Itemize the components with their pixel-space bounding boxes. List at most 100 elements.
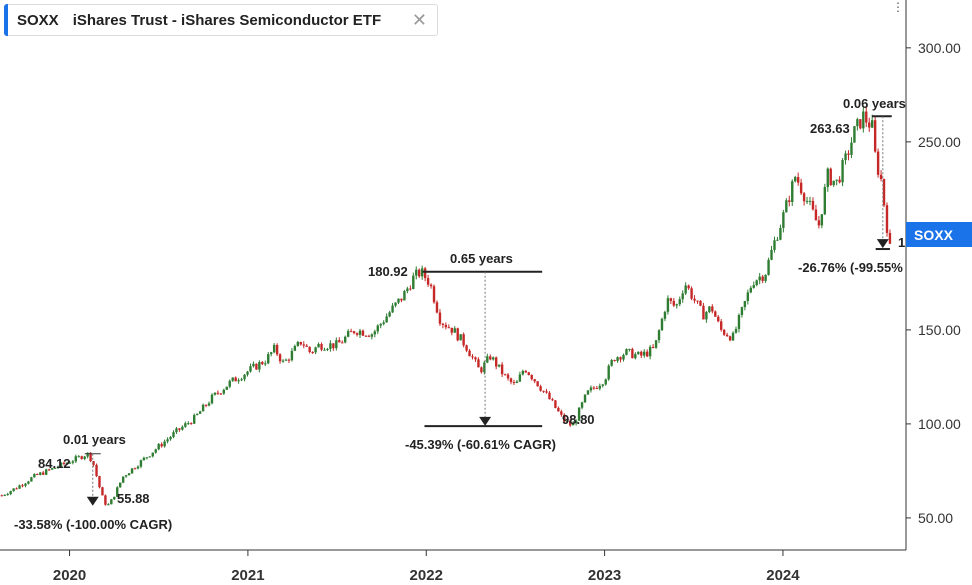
candle-body xyxy=(385,316,388,323)
measure-span-label: 0.01 years xyxy=(63,432,126,447)
candle-body xyxy=(811,200,815,210)
candle-body xyxy=(702,305,705,320)
candle-body xyxy=(204,404,208,406)
candle-body xyxy=(193,414,196,424)
candle-body xyxy=(133,468,137,470)
candle-body xyxy=(536,381,539,387)
candle-body xyxy=(6,494,9,496)
close-icon[interactable]: ✕ xyxy=(411,10,427,30)
measure-annotations: 0.01 years 84.12 55.88 -33.58% (-100.00% CA… xyxy=(14,96,906,532)
candle-body xyxy=(127,473,131,476)
candle-body xyxy=(379,323,382,326)
candle-body xyxy=(394,302,397,306)
candle-body xyxy=(865,111,868,123)
candle-body xyxy=(758,276,761,281)
candle-body xyxy=(335,340,338,349)
candle-body xyxy=(412,275,415,289)
candle-body xyxy=(65,462,69,464)
measure-high-label: 263.63 xyxy=(810,121,850,136)
candle-body xyxy=(80,456,83,459)
candle-body xyxy=(643,351,646,356)
candle-body xyxy=(705,312,708,320)
candle-body xyxy=(95,464,98,477)
y-tick-label: 50.00 xyxy=(918,510,953,526)
candle-body xyxy=(317,343,320,348)
symbol-ticker: SOXX xyxy=(17,11,59,29)
candle-body xyxy=(104,495,107,505)
candle-body xyxy=(39,472,42,475)
candle-body xyxy=(71,461,75,463)
candle-body xyxy=(782,212,785,228)
candle-body xyxy=(264,363,267,365)
candle-body xyxy=(400,298,403,301)
candle-body xyxy=(802,193,806,202)
candle-body xyxy=(27,481,30,484)
candle-body xyxy=(749,287,753,293)
candle-body xyxy=(308,346,311,352)
y-tick-label: 150.00 xyxy=(918,322,961,338)
candle-body xyxy=(678,299,681,305)
candle-body xyxy=(770,249,773,260)
candle-body xyxy=(539,386,542,391)
candle-body xyxy=(779,227,782,240)
candle-body xyxy=(24,483,27,486)
candle-body xyxy=(258,362,261,370)
candle-body xyxy=(367,335,371,337)
candle-body xyxy=(711,306,714,312)
candle-body xyxy=(761,276,764,281)
price-tag: SOXX xyxy=(906,222,972,247)
candle-body xyxy=(110,499,113,505)
candle-body xyxy=(59,462,63,467)
candle-body xyxy=(560,411,563,415)
price-tag-bg xyxy=(906,222,972,247)
title-accent-bar xyxy=(4,4,8,36)
candle-body xyxy=(86,452,89,457)
candle-body xyxy=(868,122,871,128)
candle-body xyxy=(492,357,495,360)
candle-body xyxy=(613,360,616,362)
candle-body xyxy=(33,473,36,478)
candle-body xyxy=(699,300,702,306)
candle-body xyxy=(275,344,279,355)
candle-body xyxy=(299,341,302,345)
candle-body xyxy=(503,374,507,376)
menu-dots-icon[interactable]: ⋮ xyxy=(892,0,904,14)
candle-body xyxy=(577,407,581,421)
candle-body xyxy=(213,392,217,395)
candle-body xyxy=(622,354,625,360)
candle-body xyxy=(625,349,628,355)
candle-body xyxy=(187,423,190,425)
candle-body xyxy=(515,381,519,384)
candle-body xyxy=(338,340,341,343)
candle-body xyxy=(571,423,575,426)
measure-low-label: 98.80 xyxy=(562,412,595,427)
candle-body xyxy=(391,305,394,313)
candle-body xyxy=(163,441,166,447)
candle-body xyxy=(808,200,812,202)
candle-body xyxy=(323,349,326,351)
candle-body xyxy=(598,385,602,389)
candle-body xyxy=(566,420,569,422)
candle-body xyxy=(512,382,516,384)
candle-body xyxy=(376,325,379,332)
candle-body xyxy=(862,111,865,129)
candle-body xyxy=(44,469,48,475)
candle-body xyxy=(524,370,528,373)
candle-body xyxy=(471,356,474,358)
candle-body xyxy=(838,179,841,183)
candle-body xyxy=(278,354,282,362)
candle-body xyxy=(616,357,619,362)
candle-body xyxy=(56,466,60,468)
candle-body xyxy=(225,386,228,390)
candle-body xyxy=(497,364,501,367)
candle-body xyxy=(426,278,430,285)
candle-body xyxy=(423,268,427,279)
measure-span-label: 0.65 years xyxy=(450,251,513,266)
candle-body xyxy=(311,351,314,353)
candle-body xyxy=(42,472,45,475)
candle-body xyxy=(657,330,661,341)
candle-body xyxy=(645,351,649,357)
candle-body xyxy=(432,286,436,303)
candle-body xyxy=(228,380,231,387)
